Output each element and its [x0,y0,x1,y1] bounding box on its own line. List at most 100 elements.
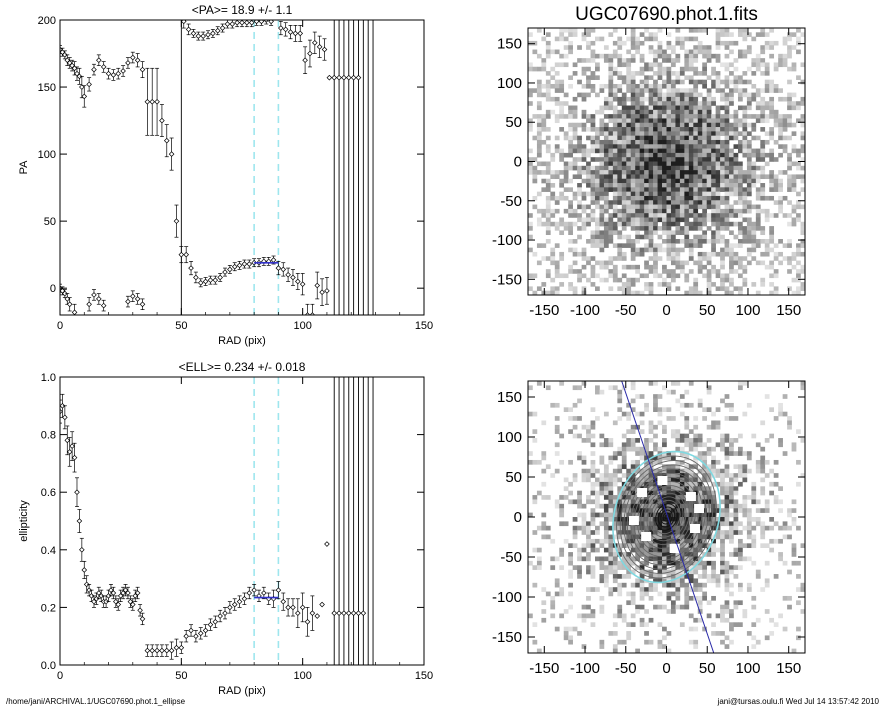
image-pixel [528,234,533,240]
image-pixel [590,157,596,162]
image-pixel [679,96,685,102]
image-pixel [603,547,609,553]
image-pixel [648,239,654,244]
image-pixel [653,560,658,566]
image-pixel [706,144,712,149]
image-pixel [644,538,649,544]
image-pixel [702,195,708,201]
image-pixel [679,622,685,627]
image-pixel [621,122,627,128]
image-pixel [644,118,649,124]
image-pixel [617,83,623,89]
image-pixel [729,148,734,154]
image-pixel [675,161,681,167]
image-pixel [760,191,766,197]
image-pixel [568,490,573,496]
image-pixel [630,53,636,59]
image-pixel [702,490,708,496]
image-pixel [541,118,547,124]
image-pixel [550,174,556,180]
image-pixel [679,144,685,149]
image-pixel [568,604,573,610]
image-pixel [648,451,654,456]
data-point [319,601,325,608]
image-pixel [742,53,748,59]
image-pixel [630,251,636,257]
image-pixel [590,530,596,535]
image-pixel [670,256,676,261]
image-pixel [800,148,805,154]
masked-region [637,488,648,497]
image-pixel [737,243,743,248]
image-pixel [639,622,645,627]
image-pixel [746,131,752,136]
image-pixel [729,582,734,588]
data-point [76,518,83,524]
masked-region [669,544,680,553]
image-pixel [595,490,600,496]
image-pixel [545,221,551,227]
image-pixel [787,243,792,248]
image-pixel [778,96,783,102]
image-pixel [666,251,672,257]
image-pixel [720,114,725,119]
image-pixel [729,525,734,531]
image-pixel [608,230,614,236]
image-pixel [626,543,632,549]
image-pixel [737,503,743,509]
image-pixel [586,534,591,540]
image-pixel [715,32,721,37]
image-pixel [586,473,591,478]
image-pixel [711,631,716,636]
image-pixel [679,139,685,145]
image-pixel [679,260,685,266]
image-pixel [715,178,721,184]
image-pixel [550,183,556,188]
image-pixel [630,398,636,404]
image-pixel [590,148,596,154]
galaxy-image-panel: -150 -100 -50 0 50 100 150-150-100-50050100150… [492,4,806,319]
image-pixel [760,534,766,540]
image-pixel [577,200,582,205]
image-pixel [688,135,694,141]
image-pixel [554,626,560,632]
image-pixel [684,604,690,610]
image-pixel [737,92,743,98]
image-pixel [559,433,565,439]
image-pixel [662,565,667,570]
image-pixel [532,157,538,162]
image-pixel [595,385,600,391]
image-pixel [697,269,703,274]
image-pixel [572,165,578,171]
image-pixel [630,381,636,386]
image-pixel [787,157,792,162]
image-pixel [590,464,596,470]
image-pixel [706,75,712,80]
image-pixel [621,174,627,180]
image-pixel [657,508,663,513]
image-pixel [621,442,627,448]
image-pixel [545,178,551,184]
image-pixel [742,411,748,417]
image-pixel [612,71,618,76]
image-pixel [617,101,623,106]
image-pixel [737,385,743,391]
image-pixel [612,148,618,154]
image-pixel [702,178,708,184]
image-pixel [657,122,663,128]
image-pixel [666,582,672,588]
image-pixel [595,239,600,244]
image-pixel [559,613,565,619]
image-pixel [612,204,618,210]
image-pixel [603,230,609,236]
image-pixel [697,477,703,483]
image-pixel [621,170,627,175]
image-pixel [581,32,587,37]
image-pixel [581,217,587,223]
image-pixel [737,122,743,128]
image-pixel [554,170,560,175]
image-pixel [536,122,542,128]
image-pixel [733,525,739,531]
image-pixel [742,139,748,145]
